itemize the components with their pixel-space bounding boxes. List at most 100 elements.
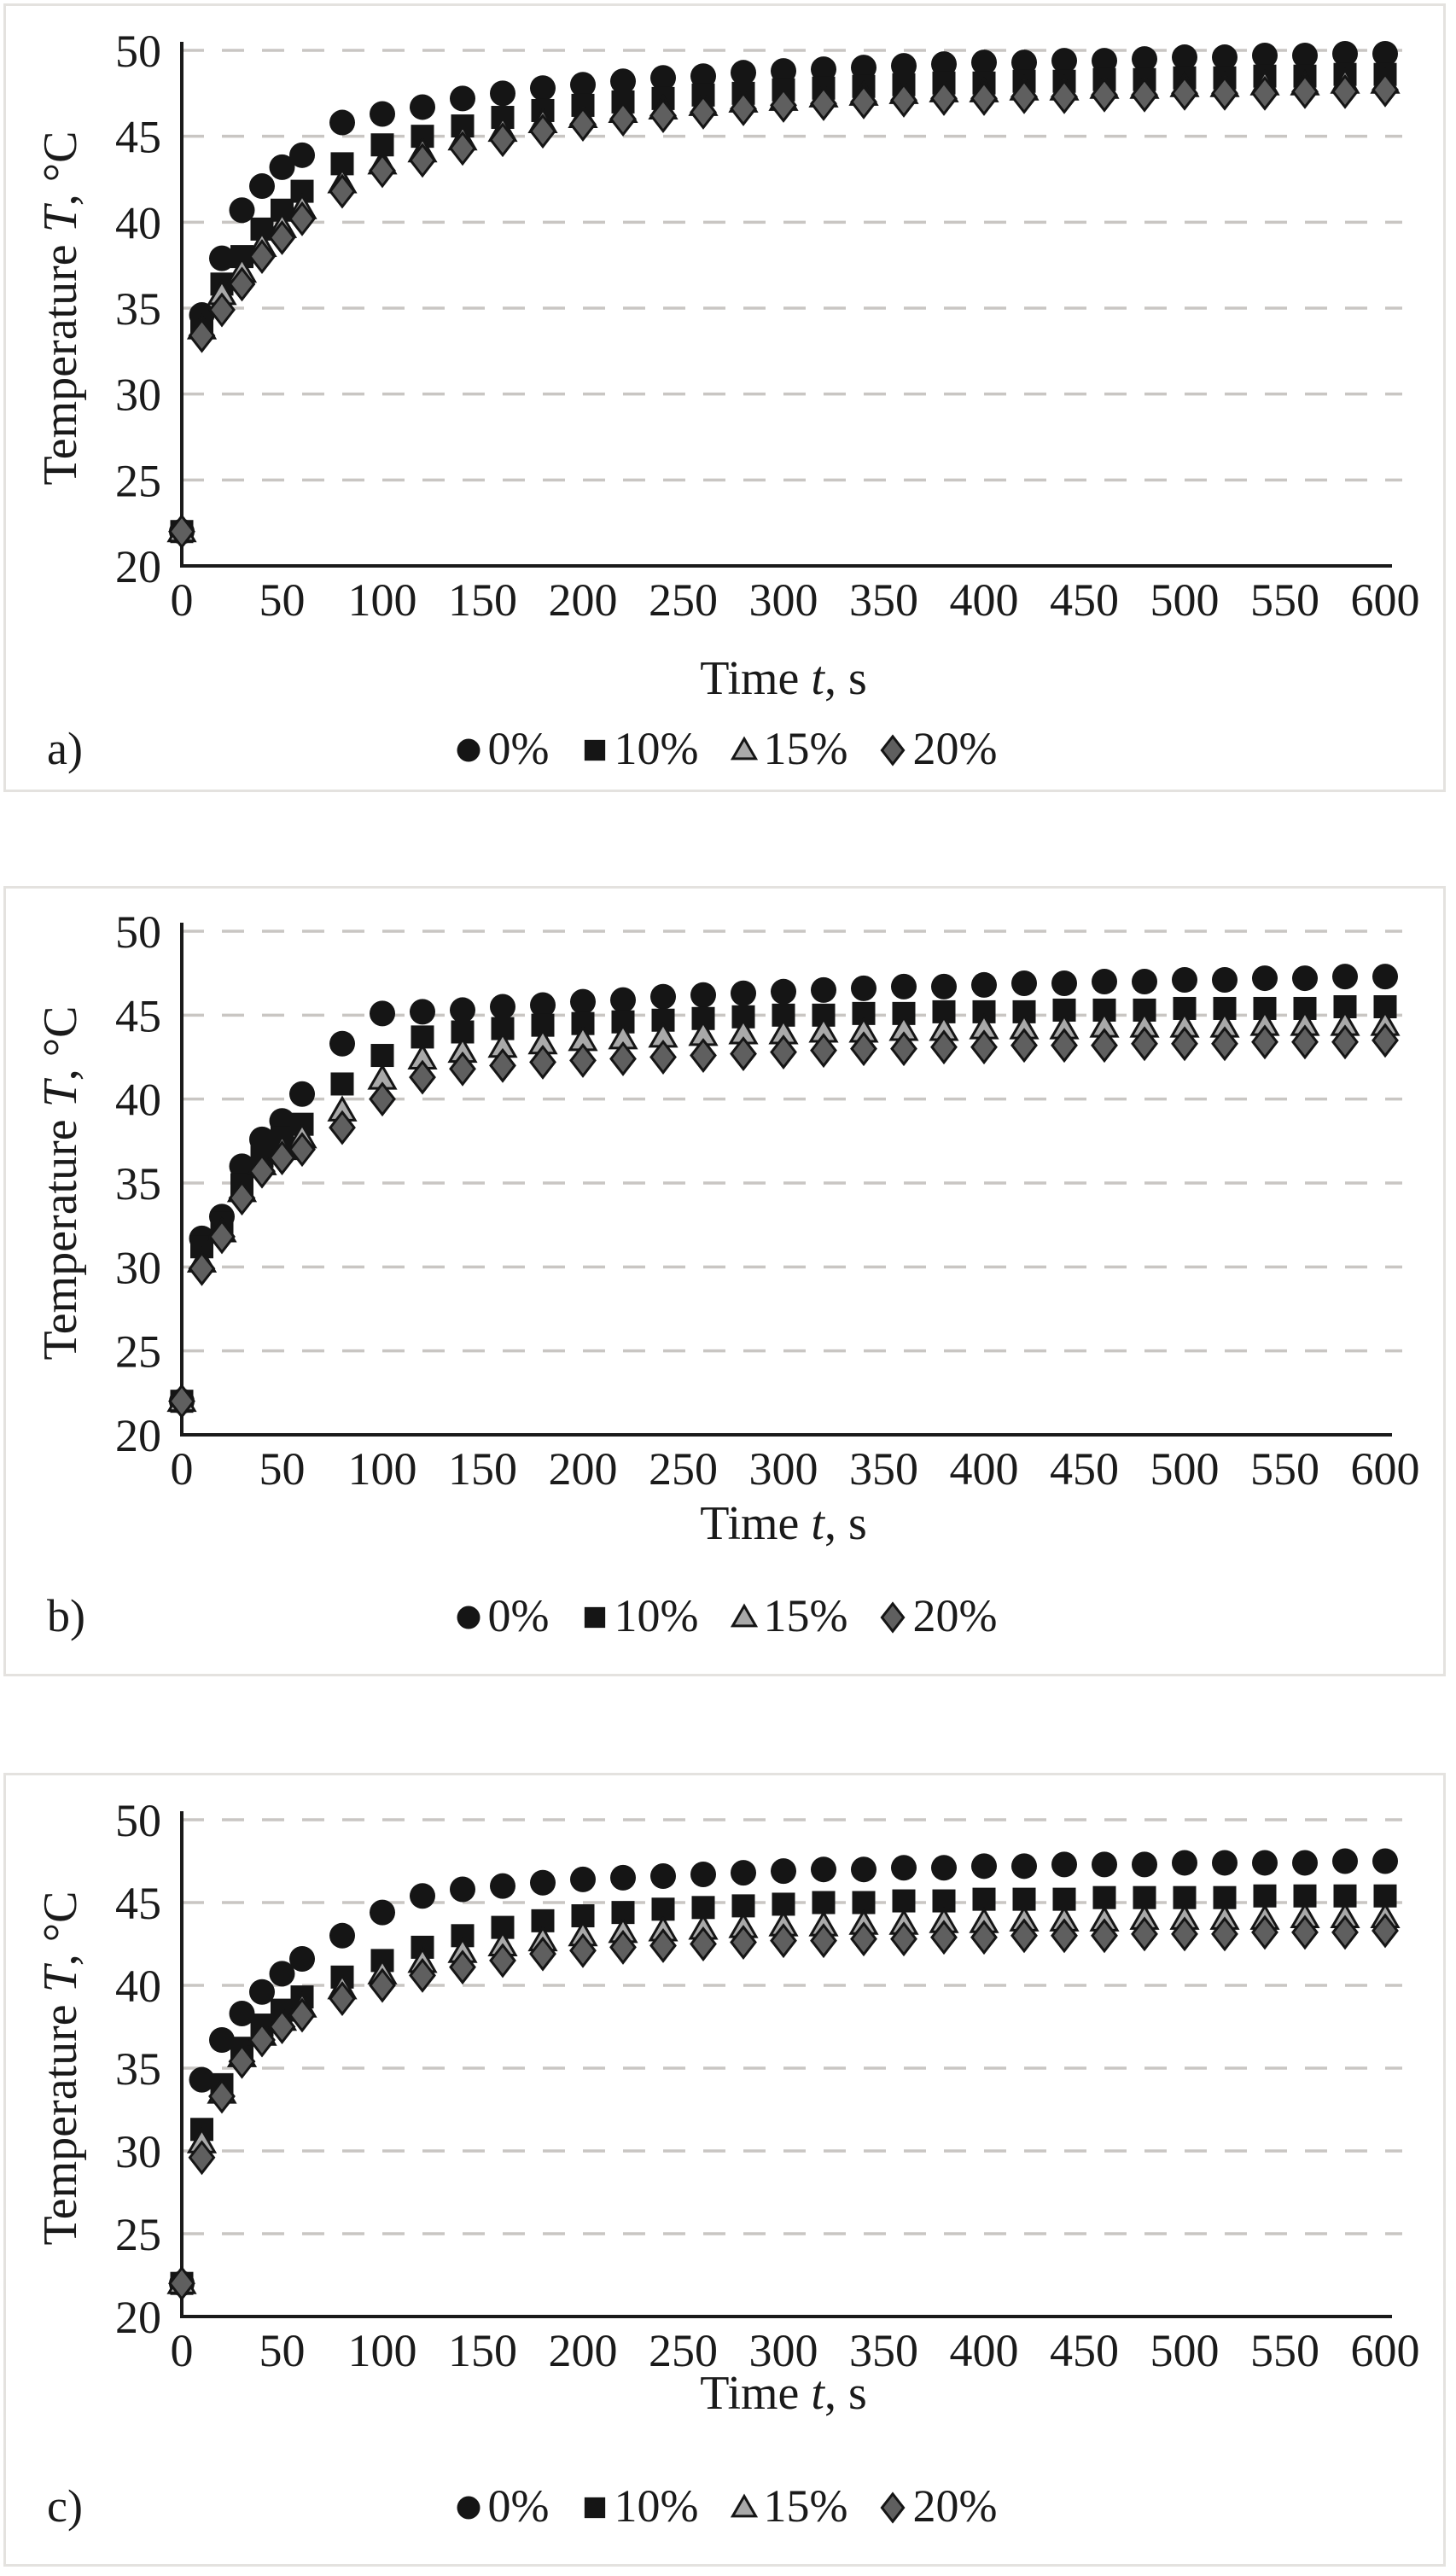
triangle-marker-icon (728, 1597, 760, 1635)
svg-text:45: 45 (115, 990, 161, 1041)
legend-item-20pct: 20% (877, 2479, 997, 2533)
diamond-marker-icon (877, 1597, 909, 1635)
svg-text:150: 150 (448, 2325, 517, 2376)
svg-text:400: 400 (950, 1443, 1019, 1495)
svg-text:Temperature T, °C: Temperature T, °C (34, 1891, 87, 2245)
svg-text:30: 30 (115, 1242, 161, 1293)
legend-item-10pct: 10% (579, 721, 699, 776)
svg-text:Temperature T, °C: Temperature T, °C (34, 131, 87, 485)
svg-text:20: 20 (115, 1410, 161, 1461)
svg-text:25: 25 (115, 455, 161, 506)
triangle-marker-icon (728, 730, 760, 767)
legend-label: 10% (614, 723, 699, 774)
svg-text:600: 600 (1351, 1443, 1420, 1495)
svg-text:Time t, s: Time t, s (700, 1497, 867, 1550)
legend-c: 0% 10% 15% 20% (6, 2479, 1443, 2533)
svg-text:100: 100 (348, 574, 417, 626)
diamond-marker-icon (877, 730, 909, 767)
svg-text:500: 500 (1150, 1443, 1220, 1495)
svg-text:50: 50 (259, 574, 306, 626)
svg-text:350: 350 (849, 1443, 918, 1495)
svg-text:350: 350 (849, 574, 918, 626)
svg-text:500: 500 (1150, 2325, 1220, 2376)
square-marker-icon (579, 2487, 611, 2525)
svg-text:30: 30 (115, 370, 161, 421)
panel-b: 20 25 30 35 40 45 50 0 50 100 150 200 250 300 350 400 45… (3, 886, 1446, 1676)
svg-text:50: 50 (259, 2325, 306, 2376)
svg-text:500: 500 (1150, 574, 1220, 626)
legend-item-15pct: 15% (728, 721, 848, 776)
svg-text:550: 550 (1250, 574, 1319, 626)
panel-letter-b: b) (47, 1590, 85, 1641)
panel-c-footer: c) 0% 10% 15% 20% (6, 2479, 1443, 2533)
svg-text:250: 250 (649, 574, 718, 626)
legend-label: 20% (912, 2480, 998, 2532)
svg-text:0: 0 (171, 2325, 194, 2376)
svg-text:50: 50 (115, 906, 161, 958)
svg-text:550: 550 (1250, 2325, 1319, 2376)
svg-text:200: 200 (549, 574, 618, 626)
square-marker-icon (579, 1597, 611, 1635)
svg-text:250: 250 (649, 2325, 718, 2376)
legend-label: 15% (763, 1590, 848, 1641)
svg-text:50: 50 (259, 1443, 306, 1495)
svg-text:Time t, s: Time t, s (700, 2367, 867, 2420)
svg-text:300: 300 (749, 2325, 818, 2376)
svg-text:450: 450 (1050, 2325, 1119, 2376)
legend-label: 10% (614, 2480, 699, 2532)
legend-label: 20% (912, 723, 998, 774)
svg-text:550: 550 (1250, 1443, 1319, 1495)
svg-text:40: 40 (115, 197, 161, 248)
legend-label: 15% (763, 723, 848, 774)
legend-label: 15% (763, 2480, 848, 2532)
circle-marker-icon (452, 2487, 485, 2525)
legend-label: 0% (487, 1590, 550, 1641)
svg-text:450: 450 (1050, 574, 1119, 626)
circle-marker-icon (452, 730, 485, 767)
legend-item-10pct: 10% (579, 2479, 699, 2533)
svg-text:Time t, s: Time t, s (700, 652, 867, 705)
svg-text:45: 45 (115, 112, 161, 163)
svg-text:25: 25 (115, 1326, 161, 1378)
legend-label: 0% (487, 2480, 550, 2532)
svg-text:30: 30 (115, 2126, 161, 2177)
legend-item-0pct: 0% (452, 721, 550, 776)
panel-a: 20 25 30 35 40 45 50 0 50 100 150 200 250 300 350 400 45… (3, 3, 1446, 792)
svg-text:400: 400 (950, 2325, 1019, 2376)
square-marker-icon (579, 730, 611, 767)
svg-text:40: 40 (115, 1961, 161, 2012)
legend-item-0pct: 0% (452, 1588, 550, 1643)
panel-letter-c: c) (47, 2480, 83, 2532)
svg-text:20: 20 (115, 2292, 161, 2343)
legend-item-10pct: 10% (579, 1588, 699, 1643)
circle-marker-icon (452, 1597, 485, 1635)
svg-text:35: 35 (115, 2043, 161, 2095)
legend-a: 0% 10% 15% 20% (6, 721, 1443, 776)
svg-text:150: 150 (448, 1443, 517, 1495)
svg-text:50: 50 (115, 1795, 161, 1846)
legend-item-15pct: 15% (728, 2479, 848, 2533)
legend-label: 20% (912, 1590, 998, 1641)
svg-text:20: 20 (115, 541, 161, 592)
svg-text:0: 0 (171, 574, 194, 626)
svg-text:100: 100 (348, 2325, 417, 2376)
svg-text:300: 300 (749, 574, 818, 626)
svg-text:25: 25 (115, 2209, 161, 2260)
triangle-marker-icon (728, 2487, 760, 2525)
legend-item-0pct: 0% (452, 2479, 550, 2533)
legend-b: 0% 10% 15% 20% (6, 1588, 1443, 1643)
legend-label: 10% (614, 1590, 699, 1641)
panel-a-footer: a) 0% 10% 15% 20% (6, 721, 1443, 776)
svg-text:600: 600 (1351, 574, 1420, 626)
svg-text:100: 100 (348, 1443, 417, 1495)
svg-text:200: 200 (549, 1443, 618, 1495)
svg-text:Temperature T, °C: Temperature T, °C (34, 1005, 87, 1360)
legend-item-20pct: 20% (877, 1588, 997, 1643)
svg-text:350: 350 (849, 2325, 918, 2376)
svg-text:250: 250 (649, 1443, 718, 1495)
svg-text:400: 400 (950, 574, 1019, 626)
svg-text:40: 40 (115, 1075, 161, 1126)
